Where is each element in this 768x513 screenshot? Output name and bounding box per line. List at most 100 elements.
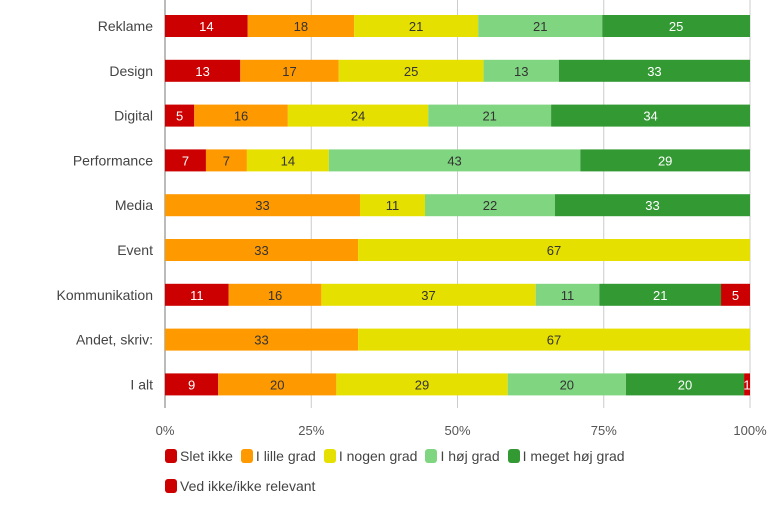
data-label: 13: [195, 64, 209, 79]
data-label: 33: [255, 198, 269, 213]
bar-row: 9 20 29 20 20 1: [165, 373, 751, 396]
bar-segment: [721, 283, 750, 306]
legend-item: I meget høj grad: [507, 446, 625, 466]
category-label: Media: [115, 197, 153, 213]
bar-segment: [165, 194, 360, 217]
bar-segment: [551, 104, 750, 127]
bar-segment: [194, 104, 288, 127]
data-label: 67: [547, 243, 561, 258]
legend-item: I høj grad: [425, 446, 500, 466]
data-label: 20: [270, 377, 284, 392]
bar-segment: [507, 373, 626, 396]
legend-item: I nogen grad: [323, 446, 418, 466]
bar-segment: [247, 15, 355, 37]
category-label: Andet, skriv:: [76, 332, 153, 348]
bar-segment: [483, 59, 559, 82]
x-tick-label: 100%: [733, 423, 767, 438]
bar-segment: [205, 149, 247, 172]
bar-segment: [321, 283, 536, 306]
category-label: Reklame: [98, 18, 153, 34]
x-tick-label: 0%: [156, 423, 175, 438]
bar-segment: [287, 104, 429, 127]
bar-segment: [358, 239, 750, 261]
x-tick-label: 75%: [591, 423, 617, 438]
bar-segment: [165, 59, 241, 82]
data-label: 33: [254, 243, 268, 258]
bar-segment: [240, 59, 339, 82]
data-label: 21: [653, 288, 667, 303]
data-label: 25: [404, 64, 418, 79]
data-label: 43: [447, 153, 461, 168]
bar-segment: [599, 283, 722, 306]
data-label: 16: [268, 288, 282, 303]
legend-swatch: [323, 449, 336, 463]
bar-row: 5 16 24 21 34: [165, 104, 750, 127]
data-label: 20: [560, 377, 574, 392]
bar-segment: [360, 194, 425, 217]
bar-segment: [336, 373, 508, 396]
bar-segment: [478, 15, 603, 37]
bar-segment: [165, 104, 195, 127]
legend-item: Slet ikke: [165, 446, 233, 466]
data-label: 33: [647, 64, 661, 79]
bar-segment: [218, 373, 337, 396]
bar-row: 33 67: [165, 328, 750, 351]
x-tick-label: 25%: [298, 423, 324, 438]
bar-segment: [228, 283, 322, 306]
bar-segment: [328, 149, 581, 172]
data-label: 24: [351, 109, 365, 124]
legend-swatch: [425, 449, 438, 463]
category-label: Digital: [114, 108, 153, 124]
bar-segment: [358, 328, 750, 351]
legend-label: Ved ikke/ikke relevant: [180, 478, 316, 494]
legend-swatch: [507, 449, 520, 463]
category-label: Event: [117, 242, 153, 258]
legend-swatch: [240, 449, 253, 463]
data-label: 18: [294, 19, 308, 34]
bar-segment: [354, 15, 479, 37]
bar-segment: [165, 328, 359, 351]
data-label: 21: [409, 19, 423, 34]
x-tick-label: 50%: [444, 423, 470, 438]
bar-segment: [165, 283, 229, 306]
legend: Slet ikke I lille grad I nogen grad I høj g…: [165, 446, 755, 496]
data-label: 5: [176, 109, 183, 124]
bar-segment: [555, 194, 750, 217]
legend-label: I nogen grad: [338, 448, 418, 464]
bar-segment: [165, 149, 206, 172]
legend-label: Slet ikke: [180, 448, 233, 464]
data-label: 5: [732, 288, 739, 303]
data-label: 22: [483, 198, 497, 213]
bar-segment: [428, 104, 552, 127]
category-label: Performance: [73, 152, 153, 168]
bar-row: 33 11 22 33: [165, 194, 750, 217]
bar-segment: [580, 149, 750, 172]
data-label: 16: [234, 109, 248, 124]
data-label: 29: [658, 153, 672, 168]
bar-segment: [165, 239, 359, 261]
bar-segment: [535, 283, 600, 306]
legend-swatch: [165, 479, 177, 493]
category-labels: Reklame Design Digital Performance Media Even…: [57, 18, 154, 392]
data-label: 1: [743, 377, 750, 392]
data-label: 21: [482, 109, 496, 124]
category-label: Design: [109, 63, 153, 79]
category-label: I alt: [130, 376, 153, 392]
data-label: 67: [547, 333, 561, 348]
legend-swatch: [165, 449, 177, 463]
data-label: 21: [533, 19, 547, 34]
bar-segment: [425, 194, 555, 217]
bar-row: 13 17 25 13 33: [165, 59, 750, 82]
legend-item: Ved ikke/ikke relevant: [165, 476, 755, 496]
bar-segment: [165, 373, 219, 396]
bar-segment: [338, 59, 484, 82]
bar-segment: [558, 59, 750, 82]
data-label: 25: [669, 19, 683, 34]
legend-item: I lille grad: [240, 446, 316, 466]
bar-segment: [602, 15, 750, 37]
category-label: Kommunikation: [57, 287, 154, 303]
data-label: 11: [561, 288, 575, 303]
data-label: 11: [386, 198, 400, 213]
